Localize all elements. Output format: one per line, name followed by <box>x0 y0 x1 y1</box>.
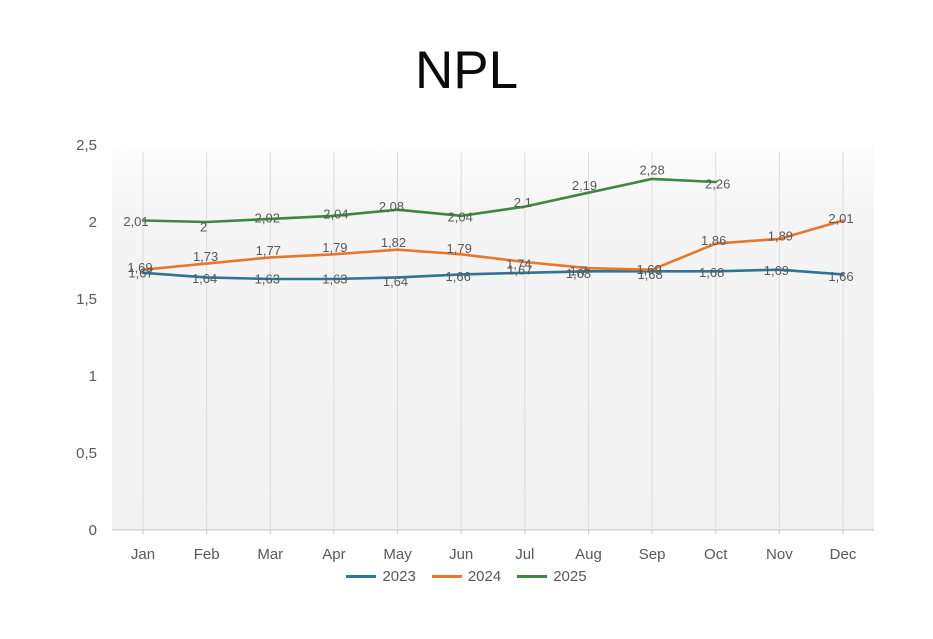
chart-legend: 2023 2024 2025 <box>0 568 933 585</box>
x-tick-label: Jul <box>515 546 534 563</box>
data-label-2024-Nov: 1,89 <box>768 228 793 243</box>
x-tick-label: May <box>383 546 412 563</box>
data-label-2024-Jul: 1,74 <box>506 257 531 272</box>
legend-item-2024[interactable]: 2024 <box>431 568 502 585</box>
y-tick-label: 1,5 <box>76 291 97 308</box>
chart-title: NPL <box>414 41 519 100</box>
x-tick-label: Apr <box>322 546 345 563</box>
legend-item-2023[interactable]: 2023 <box>346 568 416 585</box>
data-label-2025-Jul: 2,1 <box>514 195 532 210</box>
y-tick-label: 2 <box>89 214 97 231</box>
legend-swatch-2024 <box>431 575 462 578</box>
data-label-2023-Jun: 1,66 <box>446 269 471 284</box>
x-tick-label: Dec <box>830 546 857 563</box>
data-label-2023-May: 1,64 <box>383 274 408 289</box>
series-line-2023[interactable] <box>141 268 845 281</box>
data-label-2024-Oct: 1,86 <box>701 233 726 248</box>
data-label-2023-Oct: 1,68 <box>699 265 724 280</box>
x-tick-label: Jan <box>131 546 155 563</box>
data-label-2025-Feb: 2 <box>200 220 207 235</box>
data-label-2025-Jun: 2,04 <box>448 209 473 224</box>
data-label-2024-Mar: 1,77 <box>256 243 281 258</box>
x-tick-label: Mar <box>257 546 283 563</box>
y-tick-label: 2,5 <box>76 137 97 154</box>
data-label-2024-Dec: 2,01 <box>828 211 853 226</box>
data-label-2023-Jan: 1,67 <box>128 265 153 280</box>
data-label-2025-Sep: 2,28 <box>639 162 664 177</box>
x-tick-label: Aug <box>575 546 602 563</box>
legend-label: 2025 <box>553 568 587 585</box>
data-label-2025-May: 2,08 <box>379 199 404 214</box>
x-tick-label: Jun <box>449 546 473 563</box>
data-label-2025-Aug: 2,19 <box>572 178 597 193</box>
data-label-2023-Mar: 1,63 <box>255 272 280 287</box>
data-label-2023-Nov: 1,69 <box>764 263 789 278</box>
y-tick-label: 0,5 <box>76 445 97 462</box>
legend-label: 2024 <box>467 568 502 585</box>
x-tick-label: Sep <box>639 546 666 563</box>
plot-area <box>112 140 874 530</box>
series-line-2024[interactable] <box>141 219 845 272</box>
data-label-2024-Aug: 1,7 <box>569 264 587 279</box>
series-line-2025[interactable] <box>141 177 718 224</box>
y-tick-label: 1 <box>89 368 97 385</box>
data-label-2023-Apr: 1,63 <box>322 272 347 287</box>
x-tick-label: Feb <box>194 546 220 563</box>
data-label-2023-Sep: 1,68 <box>637 267 662 282</box>
legend-swatch-2023 <box>346 575 377 578</box>
legend-item-2025[interactable]: 2025 <box>517 568 587 585</box>
data-label-2024-May: 1,82 <box>381 235 406 250</box>
data-label-2025-Apr: 2,04 <box>323 206 348 221</box>
y-tick-label: 0 <box>89 522 97 539</box>
data-label-2025-Oct: 2,26 <box>705 177 730 192</box>
data-label-2024-Jun: 1,79 <box>447 241 472 256</box>
data-label-2024-Jan: 1,69 <box>127 260 152 275</box>
data-label-2025-Jan: 2,01 <box>123 214 148 229</box>
data-label-2024-Sep: 1,69 <box>636 262 661 277</box>
data-label-2025-Mar: 2,02 <box>255 210 280 225</box>
data-label-2023-Aug: 1,68 <box>566 266 591 281</box>
data-label-2023-Jul: 1,67 <box>507 262 532 277</box>
legend-swatch-2025 <box>517 575 548 578</box>
data-label-2023-Dec: 1,66 <box>828 269 853 284</box>
data-label-2024-Feb: 1,73 <box>193 249 218 264</box>
data-label-2023-Feb: 1,64 <box>192 271 217 286</box>
legend-label: 2023 <box>382 568 416 585</box>
x-tick-label: Nov <box>766 546 793 563</box>
data-label-2024-Apr: 1,79 <box>322 240 347 255</box>
x-tick-label: Oct <box>704 546 728 563</box>
